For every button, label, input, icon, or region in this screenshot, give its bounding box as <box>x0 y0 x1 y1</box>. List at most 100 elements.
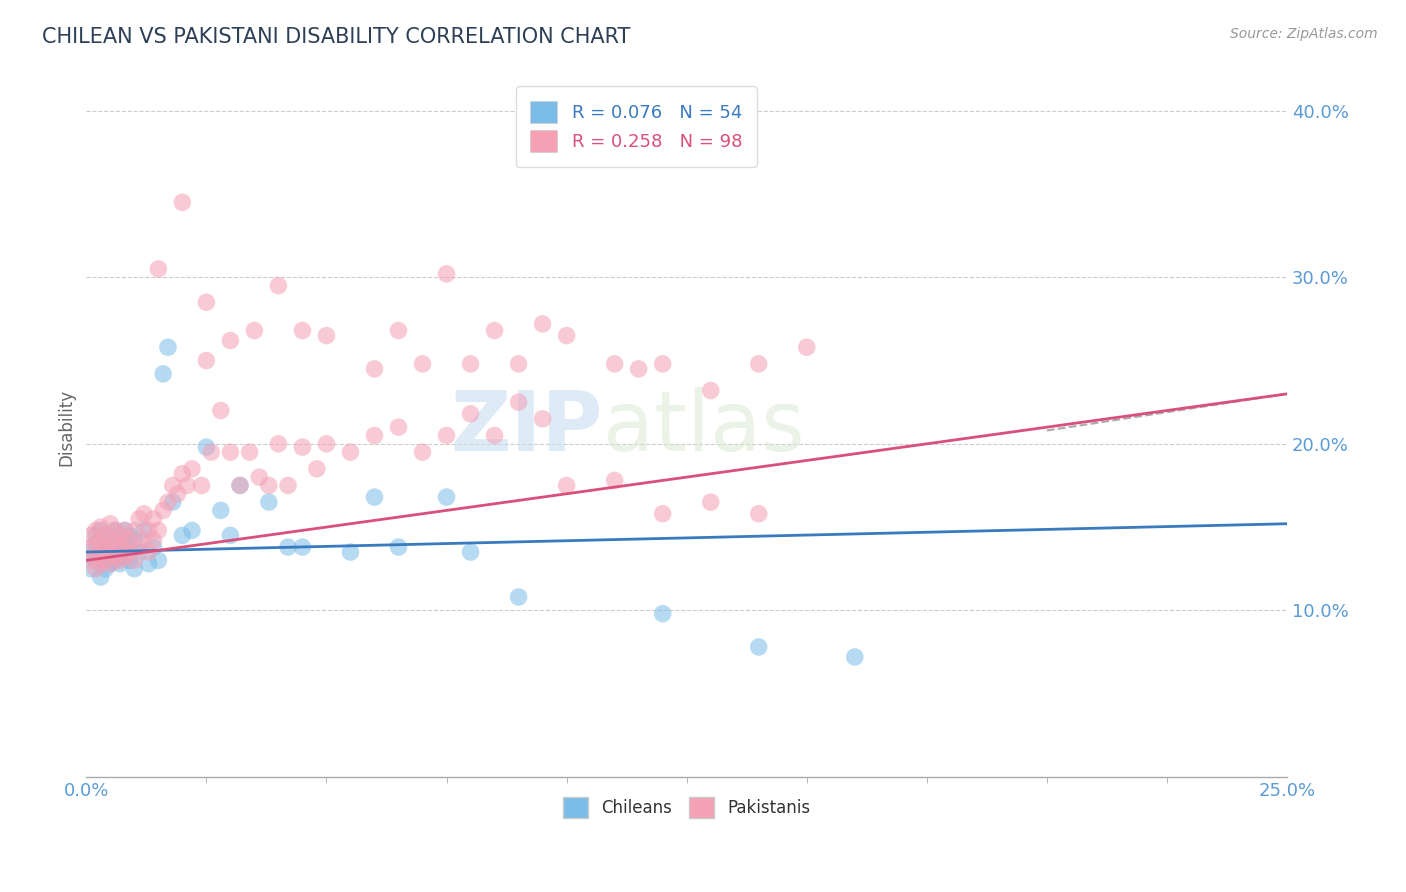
Point <box>229 478 252 492</box>
Point <box>315 328 337 343</box>
Point <box>108 553 131 567</box>
Point <box>291 440 314 454</box>
Point <box>124 533 146 548</box>
Point <box>114 524 136 538</box>
Point <box>195 440 218 454</box>
Point <box>651 607 673 621</box>
Point <box>699 384 721 398</box>
Point <box>239 445 262 459</box>
Point <box>531 317 554 331</box>
Point <box>94 553 117 567</box>
Point <box>748 507 770 521</box>
Point <box>484 324 506 338</box>
Point <box>98 549 121 564</box>
Point <box>305 462 328 476</box>
Point <box>138 557 160 571</box>
Point <box>748 640 770 654</box>
Point <box>152 503 174 517</box>
Point <box>315 437 337 451</box>
Point <box>108 545 131 559</box>
Point <box>172 467 194 481</box>
Point <box>114 537 136 551</box>
Point <box>148 553 170 567</box>
Point <box>219 528 242 542</box>
Text: CHILEAN VS PAKISTANI DISABILITY CORRELATION CHART: CHILEAN VS PAKISTANI DISABILITY CORRELAT… <box>42 27 630 46</box>
Point <box>436 267 458 281</box>
Point <box>118 528 141 542</box>
Point <box>627 362 650 376</box>
Point <box>291 324 314 338</box>
Point <box>603 357 626 371</box>
Point <box>132 507 155 521</box>
Point <box>166 487 188 501</box>
Point <box>748 357 770 371</box>
Point <box>84 562 107 576</box>
Point <box>603 474 626 488</box>
Point <box>114 549 136 564</box>
Point <box>128 545 150 559</box>
Point <box>142 533 165 548</box>
Point <box>156 495 179 509</box>
Text: ZIP: ZIP <box>450 386 603 467</box>
Point <box>209 403 232 417</box>
Point <box>80 540 103 554</box>
Point <box>796 340 818 354</box>
Point <box>257 478 280 492</box>
Point <box>118 553 141 567</box>
Point <box>277 540 299 554</box>
Point <box>98 540 121 554</box>
Point <box>118 533 141 548</box>
Point <box>124 562 146 576</box>
Point <box>132 533 155 548</box>
Point <box>181 524 204 538</box>
Point <box>84 537 107 551</box>
Point <box>80 562 103 576</box>
Point <box>104 540 127 554</box>
Point <box>195 295 218 310</box>
Point <box>229 478 252 492</box>
Point <box>124 553 146 567</box>
Point <box>172 528 194 542</box>
Point <box>108 528 131 542</box>
Point <box>162 478 184 492</box>
Point <box>148 262 170 277</box>
Point <box>291 540 314 554</box>
Point <box>412 445 434 459</box>
Point <box>387 540 409 554</box>
Point <box>84 528 107 542</box>
Point <box>104 524 127 538</box>
Y-axis label: Disability: Disability <box>58 389 75 466</box>
Point <box>531 412 554 426</box>
Point <box>142 512 165 526</box>
Point <box>387 420 409 434</box>
Point <box>108 557 131 571</box>
Point <box>142 540 165 554</box>
Point <box>104 549 127 564</box>
Point <box>80 528 103 542</box>
Point <box>267 437 290 451</box>
Point <box>651 507 673 521</box>
Point <box>94 533 117 548</box>
Point <box>699 495 721 509</box>
Point <box>460 357 482 371</box>
Point <box>80 545 103 559</box>
Point <box>209 503 232 517</box>
Point <box>94 553 117 567</box>
Point <box>484 428 506 442</box>
Point <box>118 545 141 559</box>
Point <box>104 524 127 538</box>
Point <box>114 537 136 551</box>
Point <box>651 357 673 371</box>
Point <box>172 195 194 210</box>
Point <box>844 650 866 665</box>
Point <box>90 545 112 559</box>
Point <box>181 462 204 476</box>
Point <box>195 353 218 368</box>
Point <box>138 545 160 559</box>
Point <box>132 524 155 538</box>
Point <box>200 445 222 459</box>
Point <box>436 490 458 504</box>
Point <box>98 533 121 548</box>
Point <box>219 445 242 459</box>
Point <box>508 590 530 604</box>
